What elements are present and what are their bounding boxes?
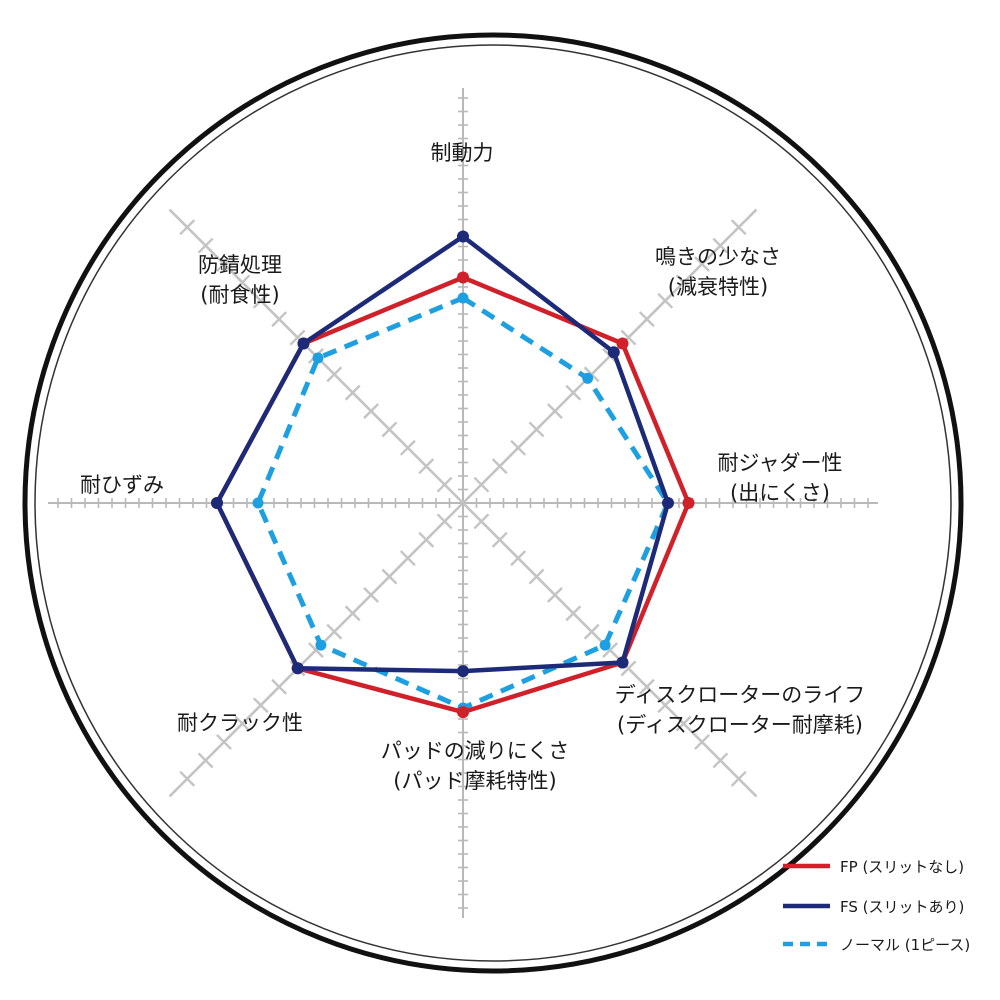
grid-tick [216,256,232,272]
grid-tick [197,237,214,254]
grid-tick [473,476,490,493]
grid-tick [399,439,416,456]
series-point-1 [297,337,310,350]
grid-tick [234,274,251,291]
outer-ring [22,32,964,974]
series-point-1 [607,346,620,359]
grid-tick [216,734,232,750]
grid-tick [381,568,398,585]
grid-tick [473,513,490,530]
axis-label-3-line-1: (ディスクローター耐摩耗) [617,713,863,737]
grid-tick [399,550,416,567]
grid-tick [528,421,545,438]
axis-label-4-line-1: (パッド摩耗特性) [393,769,556,793]
grid-tick [418,458,435,475]
axis-label-0-line-0: 制動力 [431,141,494,165]
grid-tick [730,770,747,787]
grid-tick [381,421,398,438]
grid-tick [547,587,563,603]
series-point-2 [315,639,327,651]
grid-tick [620,329,637,346]
series-point-0 [682,497,695,509]
legend-label-2: ノーマル (1ピース) [840,936,970,954]
grid-tick [252,292,269,309]
legend-label-1: FS (スリットあり) [840,898,964,916]
grid-tick [694,256,710,272]
grid-tick [712,237,729,254]
grid-tick [326,623,343,640]
axis-label-7-line-0: 防錆処理 [198,253,282,277]
grid-tick [675,715,692,732]
grid-tick [179,770,196,787]
grid-tick [694,734,710,750]
grid-tick [271,678,288,695]
grid-tick [620,660,637,677]
grid-tick [234,715,251,732]
series-point-2 [252,497,264,509]
axis-label-4-line-0: パッドの減りにくさ [381,739,570,763]
grid-tick [436,513,453,530]
grid-tick [583,366,600,383]
grid-tick [547,403,563,419]
grid-tick [418,531,435,548]
axis-label-3-line-0: ディスクローターのライフ [615,683,866,707]
grid-tick [344,605,361,622]
outer-ring-thin [34,44,952,962]
grid-tick [675,274,692,291]
grid-tick [583,623,600,640]
axis-label-1-line-1: (減衰特性) [668,275,768,299]
series-point-0 [616,337,629,350]
series-point-1 [211,497,223,509]
axis-label-5-line-0: 耐クラック性 [177,711,303,735]
grid-tick [179,219,196,236]
grid-tick [271,311,288,328]
series-point-0 [457,271,469,284]
axis-label-2-line-0: 耐ジャダー性 [718,451,843,475]
grid-tick [510,439,527,456]
legend-label-0: FP (スリットなし) [840,858,964,876]
grid-tick [730,219,747,236]
series-point-2 [457,292,469,304]
grid-tick [528,568,545,585]
grid-tick [712,752,729,769]
grid-tick [510,550,527,567]
radar-series [211,230,695,719]
series-point-1 [662,497,674,509]
grid-tick [491,531,508,548]
axis-label-1-line-0: 鳴きの少なさ [655,245,781,269]
series-point-2 [599,639,611,651]
series-point-1 [291,662,304,675]
series-point-1 [457,665,469,678]
grid-tick [491,458,508,475]
grid-tick [602,642,618,658]
outer-ring-thick [22,32,964,974]
grid-tick [565,384,582,401]
grid-tick [657,292,674,309]
grid-tick [657,697,674,714]
grid-tick [565,605,582,622]
grid-tick [197,752,214,769]
grid-tick [289,329,306,346]
grid-tick [363,403,379,419]
axis-label-2-line-1: (出にくさ) [730,481,830,505]
grid-tick [252,697,269,714]
series-point-1 [457,230,469,243]
series-point-2 [582,372,594,384]
series-point-1 [616,656,629,669]
grid-tick [344,384,361,401]
grid-tick [326,366,343,383]
series-point-2 [312,352,324,364]
series-line-1 [214,234,671,674]
grid-tick [308,642,324,658]
axis-label-6-line-0: 耐ひずみ [80,473,164,497]
grid-tick [638,678,655,695]
legend: FP (スリットなし) FS (スリットあり) ノーマル (1ピース) [783,858,970,954]
series-point-0 [457,706,469,719]
grid-tick [363,587,379,603]
grid-tick [436,476,453,493]
axis-label-7-line-1: (耐食性) [200,283,279,307]
grid-tick [638,311,655,328]
